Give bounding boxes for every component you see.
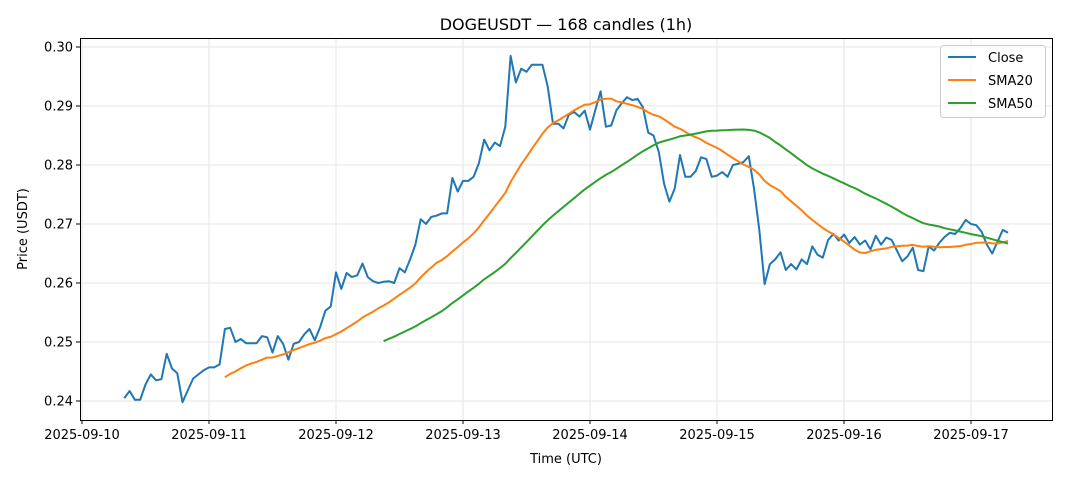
y-tick-label: 0.30: [44, 41, 73, 56]
series-line-sma20: [224, 97, 1009, 379]
series-line-sma50: [383, 128, 1009, 343]
y-tick-label: 0.29: [44, 100, 73, 115]
legend-label-sma50: SMA50: [988, 97, 1033, 112]
y-tick-label: 0.27: [44, 218, 73, 233]
x-tick-label: 2025-09-10: [44, 428, 120, 443]
series-lines: [123, 54, 1009, 404]
y-tick-label: 0.25: [44, 336, 73, 351]
x-tick-label: 2025-09-14: [552, 428, 628, 443]
y-axis-label: Price (USDT): [16, 188, 31, 270]
x-tick-label: 2025-09-13: [425, 428, 501, 443]
series-line-close: [123, 54, 1009, 404]
plot-frame: [80, 38, 1053, 421]
grid: [80, 38, 1052, 420]
y-tick-label: 0.26: [44, 277, 73, 292]
y-axis: 0.24 0.25 0.26 0.27 0.28 0.29 0.30: [44, 41, 80, 410]
y-tick-label: 0.24: [44, 395, 73, 410]
x-axis: 2025-09-10 2025-09-11 2025-09-12 2025-09-13…: [44, 420, 1009, 443]
legend-label-sma20: SMA20: [988, 74, 1033, 89]
x-tick-label: 2025-09-17: [933, 428, 1009, 443]
chart-title: DOGEUSDT — 168 candles (1h): [440, 15, 693, 34]
x-tick-label: 2025-09-11: [171, 428, 247, 443]
x-tick-label: 2025-09-12: [298, 428, 374, 443]
legend-label-close: Close: [988, 51, 1023, 66]
x-axis-label: Time (UTC): [529, 452, 602, 467]
x-tick-label: 2025-09-16: [806, 428, 882, 443]
y-tick-label: 0.28: [44, 159, 73, 174]
legend: Close SMA20 SMA50: [940, 45, 1046, 118]
x-tick-label: 2025-09-15: [679, 428, 755, 443]
